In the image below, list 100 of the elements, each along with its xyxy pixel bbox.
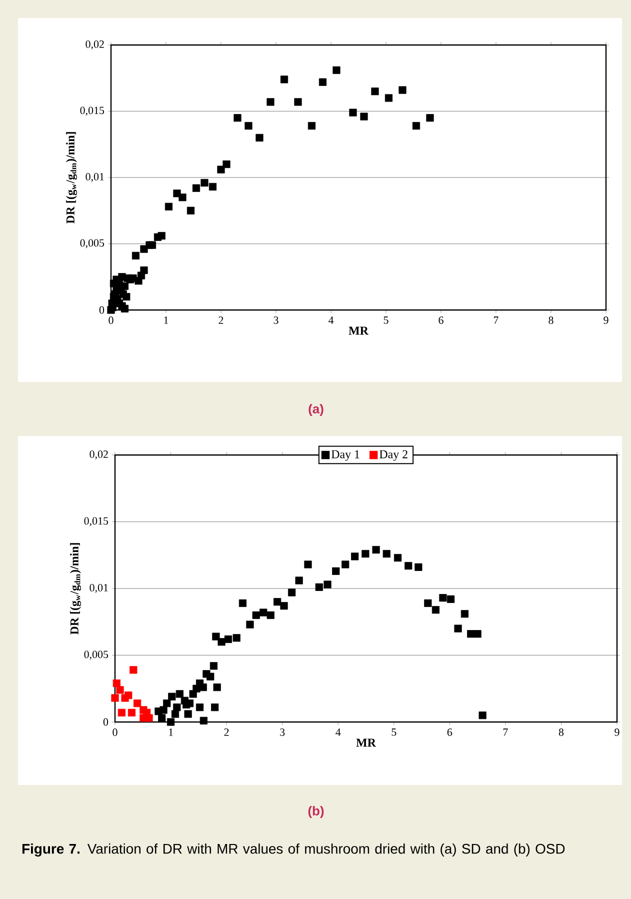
- x-tick-label: 0: [112, 728, 118, 736]
- point: [266, 98, 274, 106]
- point: [234, 114, 242, 122]
- y-tick-label: 0,01: [90, 584, 108, 593]
- point: [324, 580, 332, 588]
- point: [244, 122, 252, 130]
- x-axis-title: MR: [356, 738, 376, 747]
- y-tick-label: 0,005: [80, 239, 104, 248]
- point: [318, 78, 327, 86]
- x-tick-label: 8: [548, 316, 554, 324]
- y-axis-title: DR [(g$_{w}$/g$_{dm}$)/min]: [70, 543, 81, 635]
- point: [186, 206, 195, 214]
- text: (a): [308, 404, 324, 416]
- x-tick-label: 7: [494, 316, 498, 324]
- point: [246, 620, 254, 628]
- point: [308, 122, 316, 130]
- x-tick-label: 9: [604, 316, 608, 324]
- point: [394, 554, 402, 562]
- x-tick-label: 6: [447, 728, 452, 736]
- point: [384, 94, 393, 102]
- point: [218, 638, 226, 646]
- text: (b): [308, 806, 324, 818]
- point: [454, 624, 462, 632]
- point: [404, 562, 412, 570]
- point: [166, 718, 175, 726]
- point: [111, 694, 119, 702]
- point: [164, 202, 173, 210]
- point: [432, 606, 440, 614]
- point: [238, 599, 247, 607]
- point: [158, 232, 166, 240]
- point: [199, 683, 207, 692]
- point: [224, 635, 232, 644]
- y-tick-label: 0: [99, 306, 104, 314]
- point: [424, 599, 432, 607]
- point: [426, 114, 434, 122]
- point: [117, 284, 125, 292]
- point: [200, 716, 208, 724]
- point: [168, 692, 176, 700]
- point: [349, 108, 357, 116]
- x-tick-label: 4: [328, 316, 334, 324]
- point: [145, 714, 153, 722]
- point: [208, 182, 217, 191]
- point: [118, 302, 126, 310]
- point: [474, 630, 482, 638]
- point: [342, 560, 350, 568]
- point: [372, 546, 380, 554]
- point: [202, 670, 210, 678]
- y-tick-label: 0: [103, 718, 108, 726]
- point: [280, 76, 288, 84]
- x-tick-label: 2: [218, 316, 224, 324]
- point: [446, 595, 455, 603]
- x-tick-label: 5: [384, 316, 388, 324]
- y-tick-label: 0,015: [80, 106, 104, 116]
- point: [232, 634, 240, 642]
- y-tick-label: 0,015: [84, 517, 108, 526]
- x-tick-label: 3: [274, 316, 278, 324]
- point: [212, 632, 220, 640]
- point: [360, 112, 368, 120]
- point: [210, 662, 218, 670]
- y-tick-label: 0,02: [90, 450, 108, 460]
- point: [171, 710, 180, 718]
- y-tick-label: 0,02: [86, 40, 104, 50]
- point: [176, 690, 184, 698]
- point: [213, 683, 221, 692]
- point: [412, 122, 420, 130]
- point: [128, 708, 136, 716]
- point: [134, 700, 142, 708]
- legend-label: Day 1: [331, 450, 360, 461]
- point: [140, 266, 148, 274]
- x-tick-label: 1: [169, 728, 173, 736]
- y-tick-label: 0,005: [84, 650, 108, 660]
- point: [266, 611, 274, 619]
- point: [178, 194, 186, 202]
- point: [332, 66, 340, 74]
- point: [362, 550, 370, 558]
- point: [478, 712, 486, 720]
- point: [154, 708, 162, 716]
- point: [295, 576, 303, 584]
- y-tick-label: 0,01: [86, 173, 104, 182]
- point: [304, 560, 312, 568]
- x-tick-label: 1: [164, 316, 168, 324]
- point: [222, 160, 230, 168]
- point: [112, 679, 120, 688]
- x-axis-title: MR: [348, 326, 369, 335]
- point: [280, 602, 288, 610]
- point: [351, 552, 359, 560]
- point: [332, 567, 340, 575]
- point: [382, 550, 390, 558]
- x-tick-label: 2: [224, 728, 229, 736]
- point: [116, 686, 124, 694]
- point: [121, 694, 129, 702]
- point: [130, 666, 138, 674]
- point: [148, 241, 156, 249]
- x-tick-label: 4: [336, 728, 341, 736]
- point: [192, 184, 200, 192]
- point: [256, 134, 264, 142]
- x-tick-label: 9: [614, 728, 620, 736]
- point: [274, 598, 282, 606]
- x-tick-label: 6: [438, 316, 444, 324]
- point: [200, 178, 208, 187]
